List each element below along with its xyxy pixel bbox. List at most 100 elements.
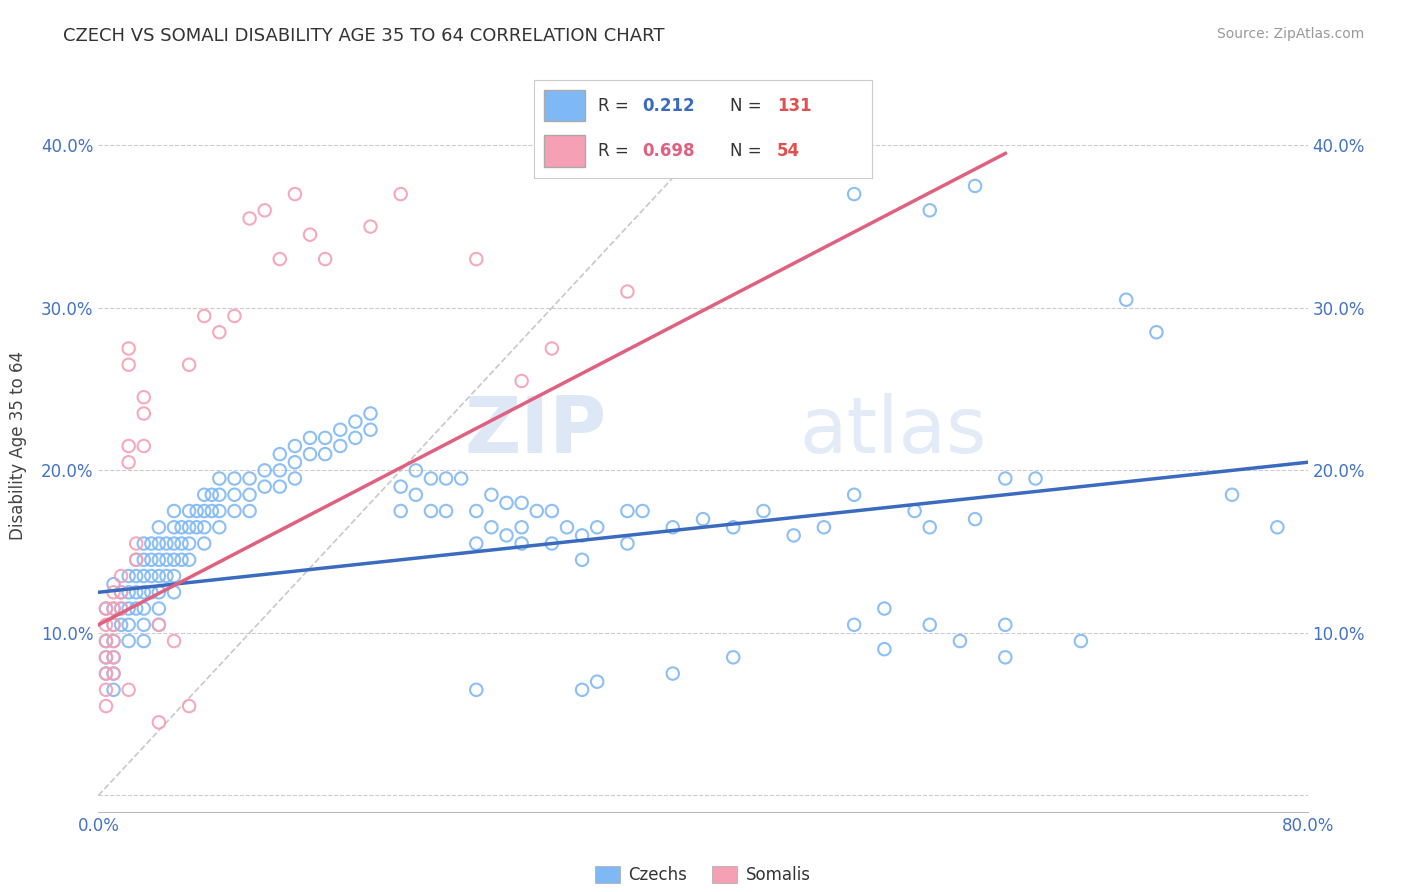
Point: [389, 480, 412, 494]
Point: [526, 504, 548, 518]
Point: [148, 536, 170, 550]
Point: [103, 585, 125, 599]
Legend: Czechs, Somalis: Czechs, Somalis: [589, 860, 817, 891]
Point: [118, 455, 141, 469]
Point: [103, 682, 125, 697]
Point: [118, 342, 141, 356]
Text: 54: 54: [778, 142, 800, 160]
Point: [148, 520, 170, 534]
Point: [118, 617, 141, 632]
Point: [540, 504, 562, 518]
Text: R =: R =: [599, 142, 634, 160]
Point: [125, 553, 148, 567]
Point: [186, 504, 208, 518]
Point: [224, 471, 246, 485]
Point: [253, 480, 276, 494]
Point: [148, 585, 170, 599]
Point: [148, 553, 170, 567]
Point: [132, 553, 155, 567]
Point: [163, 504, 186, 518]
Point: [170, 536, 193, 550]
Point: [571, 682, 593, 697]
Point: [163, 569, 186, 583]
Point: [132, 439, 155, 453]
Point: [125, 569, 148, 583]
Point: [118, 634, 141, 648]
Point: [1144, 325, 1167, 339]
Point: [904, 504, 927, 518]
Point: [813, 520, 835, 534]
Text: 131: 131: [778, 97, 811, 115]
Bar: [544, 90, 585, 121]
Point: [94, 682, 117, 697]
Point: [193, 309, 215, 323]
Point: [208, 325, 231, 339]
Point: [163, 634, 186, 648]
Point: [94, 666, 117, 681]
Point: [314, 447, 336, 461]
Point: [434, 471, 457, 485]
Text: R =: R =: [599, 97, 634, 115]
Point: [179, 520, 201, 534]
Point: [239, 504, 262, 518]
Point: [965, 178, 987, 193]
Point: [141, 585, 163, 599]
Point: [110, 569, 132, 583]
Point: [179, 504, 201, 518]
Point: [571, 528, 593, 542]
Point: [284, 439, 307, 453]
Point: [193, 504, 215, 518]
Point: [103, 666, 125, 681]
Point: [125, 553, 148, 567]
Point: [170, 553, 193, 567]
Point: [201, 504, 224, 518]
Point: [314, 252, 336, 266]
Point: [132, 407, 155, 421]
Point: [586, 674, 609, 689]
Point: [103, 617, 125, 632]
Point: [994, 471, 1017, 485]
Point: [179, 553, 201, 567]
Point: [103, 650, 125, 665]
Point: [918, 203, 941, 218]
Point: [193, 520, 215, 534]
Point: [208, 488, 231, 502]
Point: [465, 252, 488, 266]
Point: [299, 227, 322, 242]
Point: [918, 617, 941, 632]
Point: [752, 504, 775, 518]
Point: [103, 601, 125, 615]
Point: [965, 512, 987, 526]
Point: [125, 585, 148, 599]
Text: atlas: atlas: [800, 393, 987, 469]
Point: [110, 585, 132, 599]
Point: [94, 650, 117, 665]
Point: [94, 617, 117, 632]
Point: [284, 187, 307, 202]
Point: [723, 520, 745, 534]
Point: [103, 666, 125, 681]
Point: [284, 455, 307, 469]
Point: [616, 285, 638, 299]
Point: [692, 512, 714, 526]
Point: [163, 585, 186, 599]
Point: [141, 553, 163, 567]
Point: [253, 463, 276, 477]
Point: [148, 715, 170, 730]
Point: [299, 431, 322, 445]
Point: [155, 536, 177, 550]
Point: [125, 601, 148, 615]
Point: [918, 520, 941, 534]
Point: [239, 211, 262, 226]
Point: [94, 666, 117, 681]
Point: [148, 617, 170, 632]
Point: [329, 439, 352, 453]
Point: [450, 471, 472, 485]
Point: [148, 601, 170, 615]
Point: [118, 682, 141, 697]
Point: [465, 536, 488, 550]
Point: [170, 520, 193, 534]
Point: [132, 634, 155, 648]
Point: [163, 536, 186, 550]
Point: [873, 642, 896, 657]
